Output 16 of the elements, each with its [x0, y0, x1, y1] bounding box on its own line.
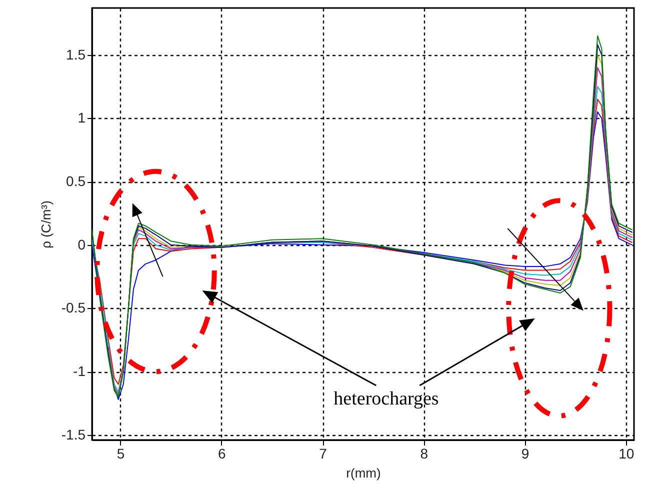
y-tick-label: 1 [78, 110, 86, 126]
annotation: heterocharges [334, 388, 439, 410]
x-tick-label: 9 [521, 446, 530, 462]
x-tick-label: 10 [618, 446, 634, 462]
y-tick-label: 0.5 [66, 173, 86, 190]
y-tick-label: -1.5 [61, 426, 86, 442]
y-tick-label: -0.5 [61, 300, 86, 316]
x-tick-label: 5 [116, 446, 125, 462]
x-tick-label: 7 [319, 446, 328, 462]
y-tick-label: -1 [73, 363, 86, 380]
y-axis-title: ρ (C/m³) [38, 200, 54, 248]
x-axis-title: r(mm) [346, 466, 381, 480]
y-tick-label: 0 [78, 236, 86, 252]
y-tick-label: 1.5 [66, 46, 86, 62]
x-tick-label: 6 [218, 446, 226, 462]
x-tick-label: 8 [420, 446, 428, 462]
